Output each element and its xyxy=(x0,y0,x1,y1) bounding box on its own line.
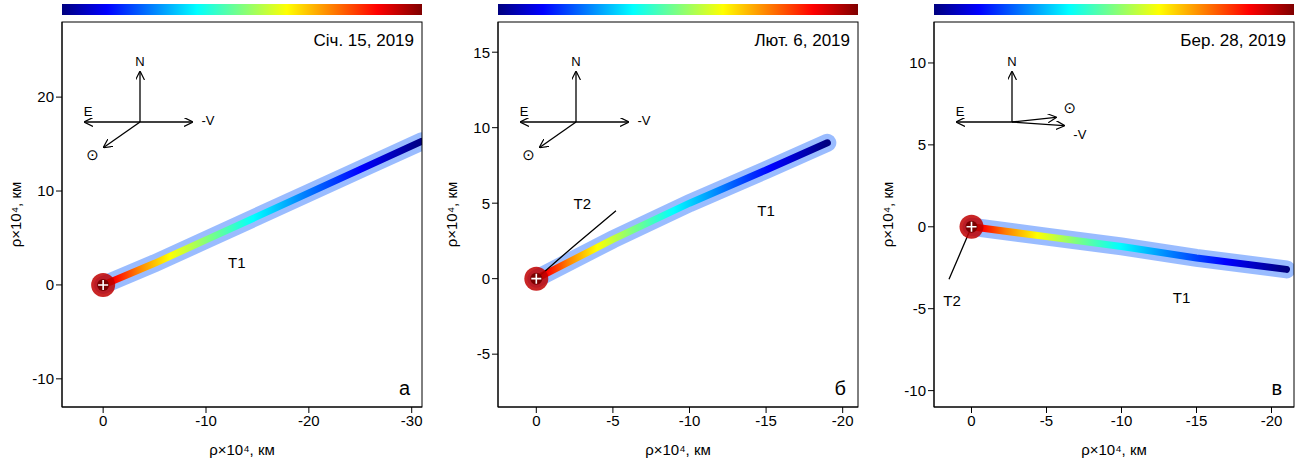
svg-text:ρ×10⁴, км: ρ×10⁴, км xyxy=(1081,441,1147,458)
svg-text:0: 0 xyxy=(532,412,540,429)
svg-text:Бер. 28, 2019: Бер. 28, 2019 xyxy=(1180,31,1286,50)
svg-text:N: N xyxy=(1007,54,1016,69)
svg-text:⊙: ⊙ xyxy=(86,146,99,164)
svg-text:5: 5 xyxy=(482,195,490,212)
svg-text:-V: -V xyxy=(202,113,215,128)
svg-text:0: 0 xyxy=(99,412,107,429)
svg-text:-V: -V xyxy=(1073,127,1086,142)
svg-text:-5: -5 xyxy=(913,300,926,317)
svg-text:б: б xyxy=(835,377,846,399)
svg-text:-15: -15 xyxy=(1186,412,1208,429)
svg-text:T1: T1 xyxy=(228,254,246,271)
svg-text:Лют. 6, 2019: Лют. 6, 2019 xyxy=(754,31,850,50)
svg-text:0: 0 xyxy=(918,218,926,235)
svg-text:-10: -10 xyxy=(904,382,926,399)
svg-text:-10: -10 xyxy=(1111,412,1133,429)
svg-text:E: E xyxy=(84,104,93,119)
svg-text:Січ. 15, 2019: Січ. 15, 2019 xyxy=(313,31,414,50)
svg-text:5: 5 xyxy=(918,136,926,153)
svg-text:⊙: ⊙ xyxy=(522,146,535,164)
svg-text:10: 10 xyxy=(909,54,926,71)
svg-text:-15: -15 xyxy=(755,412,777,429)
svg-text:-10: -10 xyxy=(195,412,217,429)
svg-text:E: E xyxy=(520,104,529,119)
svg-text:T1: T1 xyxy=(757,202,775,219)
svg-text:E: E xyxy=(956,104,965,119)
svg-text:20: 20 xyxy=(37,88,54,105)
svg-text:10: 10 xyxy=(473,119,490,136)
svg-text:а: а xyxy=(399,377,411,399)
svg-text:-10: -10 xyxy=(32,370,54,387)
svg-text:0: 0 xyxy=(46,276,54,293)
svg-text:-20: -20 xyxy=(1261,412,1283,429)
svg-text:-5: -5 xyxy=(1040,412,1053,429)
svg-text:⊙: ⊙ xyxy=(1063,99,1076,117)
svg-text:-5: -5 xyxy=(606,412,619,429)
svg-text:N: N xyxy=(135,54,144,69)
svg-text:ρ×10⁴, км: ρ×10⁴, км xyxy=(209,441,275,458)
svg-text:-5: -5 xyxy=(477,345,490,362)
svg-text:-20: -20 xyxy=(832,412,854,429)
svg-text:-V: -V xyxy=(638,113,651,128)
svg-text:0: 0 xyxy=(967,412,975,429)
svg-text:T1: T1 xyxy=(1173,289,1191,306)
svg-text:-20: -20 xyxy=(298,412,320,429)
svg-text:в: в xyxy=(1271,377,1282,399)
svg-text:-30: -30 xyxy=(401,412,423,429)
svg-text:ρ×10⁴, км: ρ×10⁴, км xyxy=(879,182,896,248)
svg-text:-10: -10 xyxy=(679,412,701,429)
svg-text:N: N xyxy=(571,54,580,69)
svg-text:ρ×10⁴, км: ρ×10⁴, км xyxy=(443,182,460,248)
svg-text:0: 0 xyxy=(482,270,490,287)
svg-text:15: 15 xyxy=(473,44,490,61)
svg-text:T2: T2 xyxy=(943,292,961,309)
svg-text:10: 10 xyxy=(37,182,54,199)
svg-text:T2: T2 xyxy=(573,195,591,212)
svg-text:ρ×10⁴, км: ρ×10⁴, км xyxy=(645,441,711,458)
svg-text:ρ×10⁴, км: ρ×10⁴, км xyxy=(7,182,24,248)
